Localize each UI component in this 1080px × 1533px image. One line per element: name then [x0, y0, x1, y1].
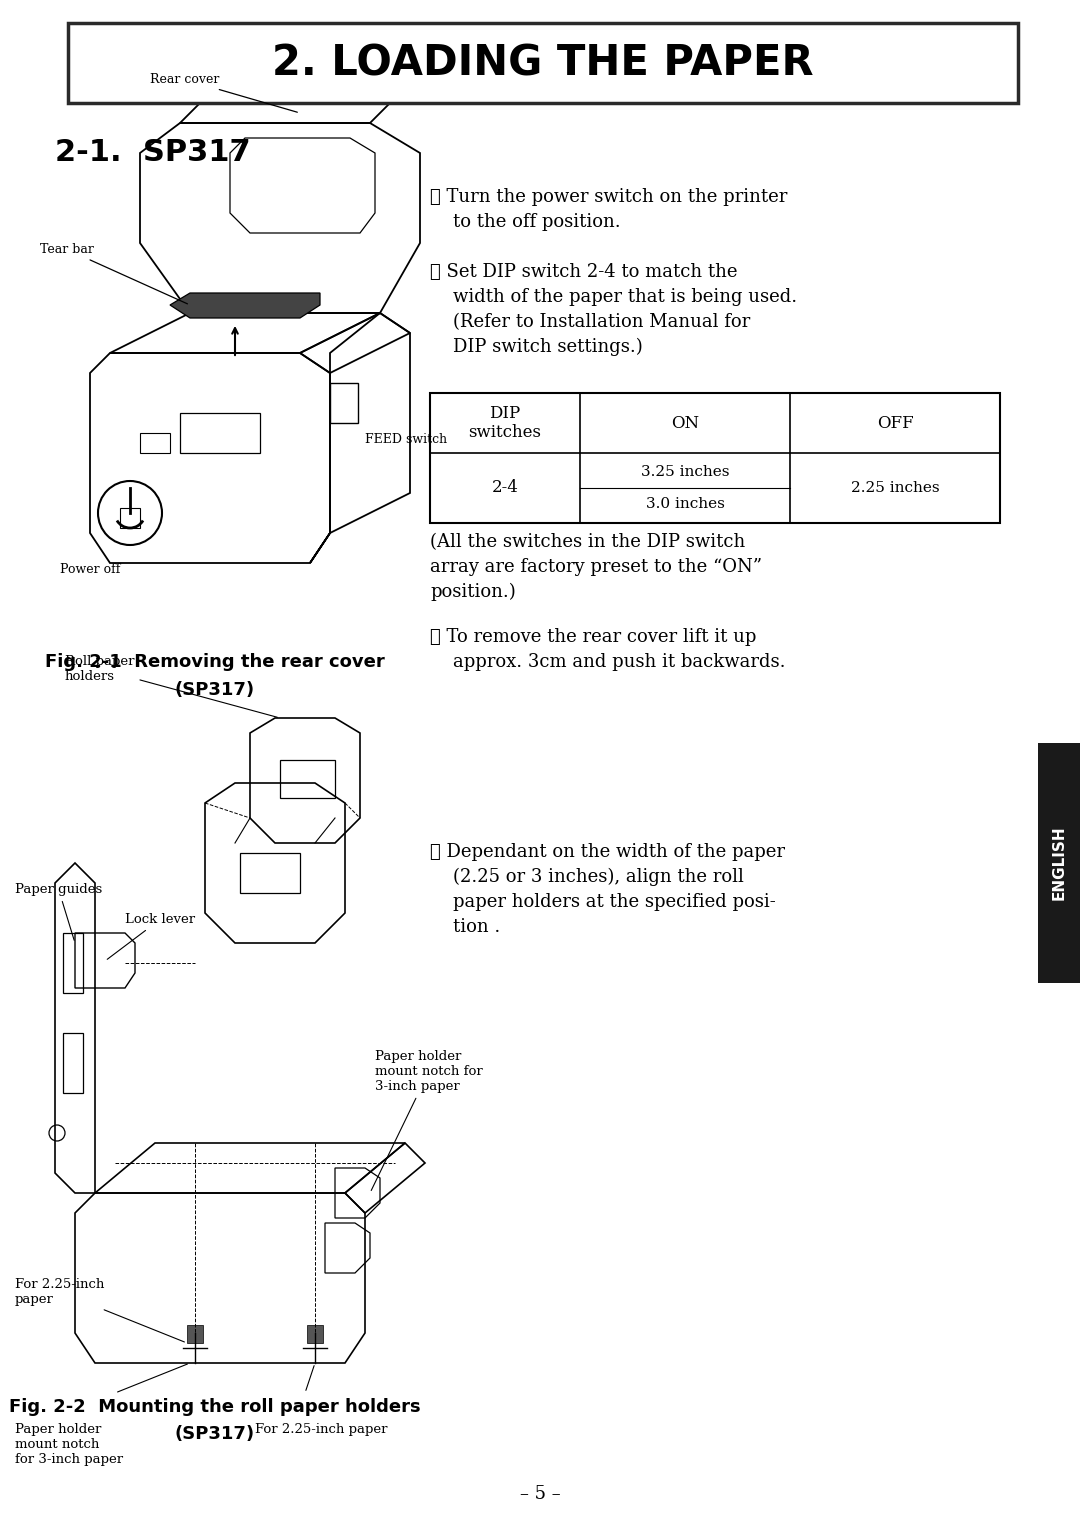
Bar: [330, 383, 357, 423]
Text: For 2.25-inch paper: For 2.25-inch paper: [255, 1423, 388, 1436]
Text: FEED switch: FEED switch: [365, 432, 447, 446]
Text: ③ To remove the rear cover lift it up
    approx. 3cm and push it backwards.: ③ To remove the rear cover lift it up ap…: [430, 629, 785, 671]
Bar: [68, 23, 1018, 103]
Text: Fig. 2-1  Removing the rear cover: Fig. 2-1 Removing the rear cover: [45, 653, 384, 671]
Text: 2.25 inches: 2.25 inches: [851, 481, 940, 495]
Text: DIP
switches: DIP switches: [469, 405, 541, 442]
Text: (SP317): (SP317): [175, 1426, 255, 1443]
Bar: [240, 852, 300, 894]
Text: Paper guides: Paper guides: [15, 883, 103, 940]
Polygon shape: [170, 293, 320, 317]
Text: Rear cover: Rear cover: [150, 74, 297, 112]
Text: (All the switches in the DIP switch
array are factory preset to the “ON”
positio: (All the switches in the DIP switch arra…: [430, 533, 762, 601]
Text: Roll paper
holders: Roll paper holders: [65, 655, 278, 717]
Text: Lock lever: Lock lever: [107, 914, 195, 960]
Text: 3.25 inches: 3.25 inches: [640, 464, 729, 478]
Text: For 2.25-inch
paper: For 2.25-inch paper: [15, 1279, 185, 1341]
Bar: [187, 1325, 203, 1343]
Text: (SP317): (SP317): [175, 681, 255, 699]
Bar: [307, 1325, 323, 1343]
Bar: [63, 1033, 83, 1093]
Text: ② Set DIP switch 2-4 to match the
    width of the paper that is being used.
   : ② Set DIP switch 2-4 to match the width …: [430, 264, 797, 356]
Text: 3.0 inches: 3.0 inches: [646, 497, 725, 510]
Bar: [280, 760, 335, 799]
Text: ON: ON: [671, 414, 699, 431]
Text: Fig. 2-2  Mounting the roll paper holders: Fig. 2-2 Mounting the roll paper holders: [10, 1398, 421, 1416]
Text: OFF: OFF: [877, 414, 914, 431]
Text: 2-1.  SP317: 2-1. SP317: [55, 138, 251, 167]
Text: 2. LOADING THE PAPER: 2. LOADING THE PAPER: [272, 41, 814, 84]
Text: – 5 –: – 5 –: [519, 1485, 561, 1502]
Bar: [63, 934, 83, 993]
Bar: [430, 392, 1000, 523]
Text: Tear bar: Tear bar: [40, 244, 188, 304]
Text: ENGLISH: ENGLISH: [1052, 826, 1067, 900]
Text: 2-4: 2-4: [491, 480, 518, 497]
Text: ④ Dependant on the width of the paper
    (2.25 or 3 inches), align the roll
   : ④ Dependant on the width of the paper (2…: [430, 843, 785, 937]
Text: Paper holder
mount notch
for 3-inch paper: Paper holder mount notch for 3-inch pape…: [15, 1423, 123, 1466]
Text: Power off: Power off: [60, 563, 120, 576]
Text: Paper holder
mount notch for
3-inch paper: Paper holder mount notch for 3-inch pape…: [372, 1050, 483, 1191]
Bar: [180, 412, 260, 452]
Bar: [1038, 744, 1080, 983]
Text: ① Turn the power switch on the printer
    to the off position.: ① Turn the power switch on the printer t…: [430, 189, 787, 231]
Bar: [140, 432, 170, 452]
